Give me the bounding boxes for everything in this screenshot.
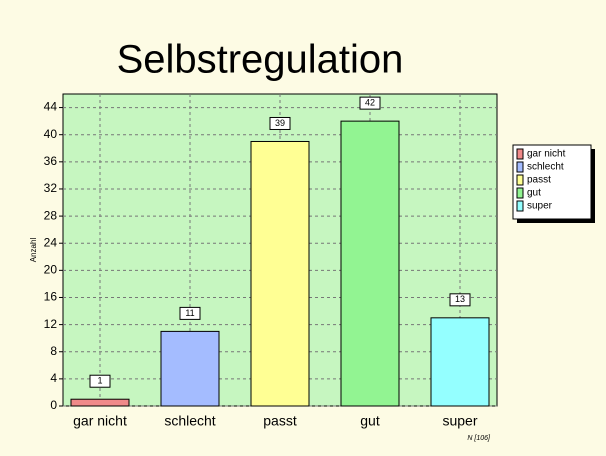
bar: [70, 398, 130, 407]
bar: [160, 330, 220, 407]
x-tick-label: passt: [263, 413, 297, 429]
value-label: 42: [365, 98, 375, 108]
value-label: 11: [185, 308, 194, 318]
value-label: 1: [97, 376, 102, 386]
legend-swatch: [516, 174, 524, 186]
bar: [340, 120, 400, 407]
value-label: 13: [455, 294, 465, 304]
note: N [106]: [467, 435, 491, 442]
x-tick-label: gut: [360, 413, 380, 429]
y-tick-label: 0: [50, 398, 57, 412]
value-label-box: [269, 116, 291, 130]
x-tick-label: schlecht: [164, 413, 215, 429]
legend-label: schlecht: [527, 162, 564, 173]
y-axis-label: Anzahl: [29, 238, 38, 263]
y-tick-label: 8: [50, 344, 57, 358]
legend-swatch: [516, 161, 524, 173]
y-tick-label: 16: [44, 290, 58, 304]
y-tick-label: 12: [44, 317, 58, 331]
legend-label: passt: [527, 175, 551, 186]
y-tick-label: 32: [44, 181, 58, 195]
y-tick-label: 28: [44, 208, 58, 222]
chart-title: Selbstregulation: [117, 38, 404, 82]
y-tick-label: 4: [50, 371, 57, 385]
bar: [250, 140, 310, 407]
y-tick-label: 40: [44, 127, 58, 141]
legend-label: gut: [527, 188, 541, 199]
value-label-box: [89, 374, 111, 388]
legend-label: gar nicht: [527, 149, 566, 160]
bar: [430, 317, 490, 407]
value-label-box: [179, 306, 201, 320]
y-tick-label: 44: [44, 100, 58, 114]
y-tick-label: 20: [44, 263, 58, 277]
legend-swatch: [516, 200, 524, 212]
value-label-box: [359, 96, 381, 110]
legend: [512, 144, 592, 220]
x-tick-label: super: [442, 413, 477, 429]
legend-swatch: [516, 187, 524, 199]
x-tick-label: gar nicht: [73, 413, 127, 429]
value-label-box: [449, 293, 471, 307]
y-tick-label: 36: [44, 154, 58, 168]
legend-label: super: [527, 201, 553, 212]
y-tick-label: 24: [44, 235, 58, 249]
legend-swatch: [516, 148, 524, 160]
value-label: 39: [275, 118, 285, 128]
